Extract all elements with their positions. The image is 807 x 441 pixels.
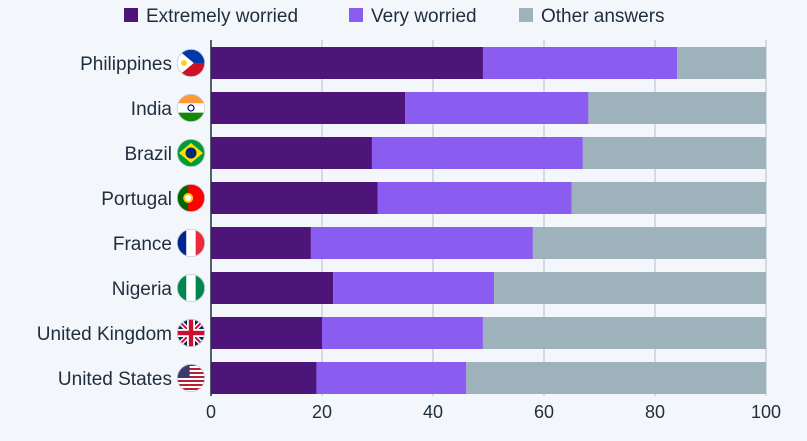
- legend-label: Other answers: [541, 6, 665, 27]
- category-label: France: [113, 234, 172, 255]
- bar-segment-other-answers: [588, 92, 766, 124]
- bar-segment-other-answers: [482, 317, 766, 349]
- legend-swatch: [124, 8, 138, 22]
- flag-ph-icon: [177, 49, 205, 77]
- flag-border: [176, 228, 206, 258]
- flag-border: [176, 183, 206, 213]
- x-tick-label: 20: [312, 402, 332, 422]
- flag-gb-icon: [177, 319, 205, 347]
- flag-ng-icon: [177, 274, 205, 302]
- flag-border: [176, 273, 206, 303]
- bar-segment-very-worried: [333, 272, 495, 304]
- flag-border: [176, 363, 206, 393]
- bar-segment-extremely-worried: [211, 182, 378, 214]
- flag-border: [176, 48, 206, 78]
- bar-segment-other-answers: [494, 272, 766, 304]
- bar-segment-extremely-worried: [211, 227, 311, 259]
- category-label: India: [131, 99, 173, 120]
- bar-segment-other-answers: [532, 227, 766, 259]
- x-tick-label: 60: [534, 402, 554, 422]
- category-label: United States: [58, 369, 172, 390]
- bar-segment-other-answers: [582, 137, 766, 169]
- flag-pt-icon: [177, 184, 205, 212]
- bar-segment-very-worried: [316, 362, 467, 394]
- flag-border: [176, 138, 206, 168]
- bar-segment-very-worried: [310, 227, 533, 259]
- category-label: United Kingdom: [37, 324, 172, 345]
- bar-segment-other-answers: [571, 182, 766, 214]
- legend-label: Extremely worried: [146, 6, 298, 27]
- bar-segment-extremely-worried: [211, 92, 406, 124]
- legend-swatch: [349, 8, 363, 22]
- category-label: Portugal: [101, 189, 172, 210]
- category-label: Philippines: [80, 54, 172, 75]
- bar-segment-very-worried: [405, 92, 589, 124]
- x-tick-label: 0: [206, 402, 216, 422]
- flag-border: [176, 318, 206, 348]
- bars: [211, 47, 766, 394]
- flag-br-icon: [177, 139, 205, 167]
- category-labels: Philippines India Brazil Portugal France Nige…: [37, 48, 206, 393]
- category-label: Nigeria: [112, 279, 173, 300]
- flag-in-icon: [177, 94, 205, 122]
- bar-segment-very-worried: [322, 317, 483, 349]
- legend-label: Very worried: [371, 6, 477, 27]
- legend-swatch: [519, 8, 533, 22]
- x-axis-ticks: 0 20 40 60 80 100: [206, 402, 781, 422]
- bar-segment-extremely-worried: [211, 272, 334, 304]
- x-tick-label: 100: [751, 402, 781, 422]
- category-label: Brazil: [124, 144, 172, 165]
- bar-segment-very-worried: [371, 137, 583, 169]
- bar-segment-other-answers: [466, 362, 766, 394]
- bar-segment-very-worried: [482, 47, 678, 79]
- bar-segment-extremely-worried: [211, 47, 483, 79]
- bar-segment-extremely-worried: [211, 362, 317, 394]
- x-tick-label: 80: [645, 402, 665, 422]
- bar-segment-very-worried: [377, 182, 572, 214]
- bar-segment-other-answers: [677, 47, 766, 79]
- bar-segment-extremely-worried: [211, 317, 322, 349]
- bar-segment-extremely-worried: [211, 137, 372, 169]
- flag-border: [176, 93, 206, 123]
- x-tick-label: 40: [423, 402, 443, 422]
- flag-fr-icon: [177, 229, 205, 257]
- legend: Extremely worried Very worried Other answe…: [124, 6, 665, 27]
